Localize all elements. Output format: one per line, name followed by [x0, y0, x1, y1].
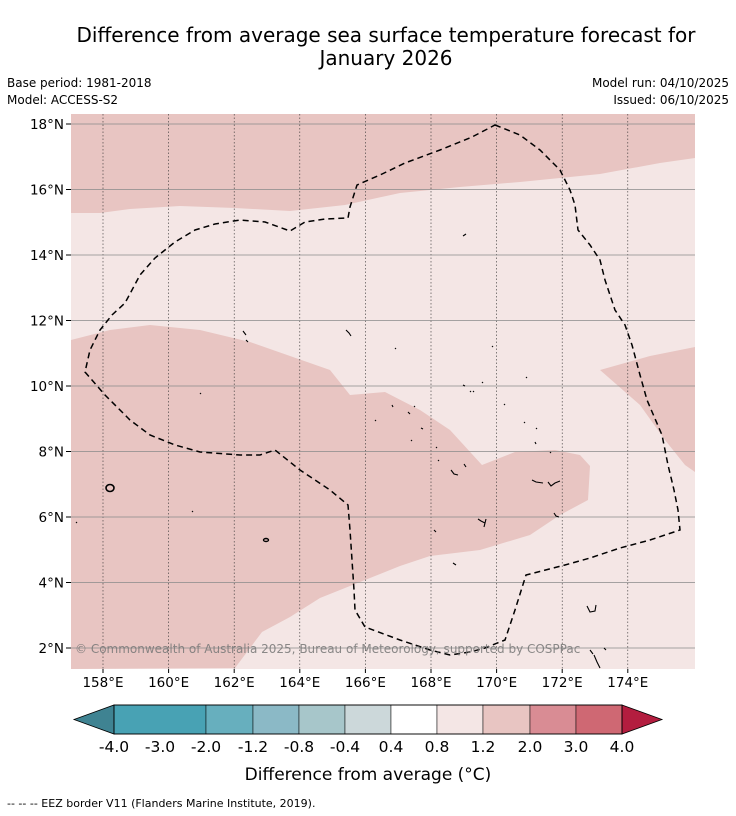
colorbar-extend-low [72, 704, 115, 735]
island [105, 483, 115, 493]
colorbar-tick-label: -0.8 [284, 738, 314, 756]
colorbar-tick-label: 0.4 [379, 738, 404, 756]
island [199, 392, 202, 395]
lat-tick-label: 18°N [30, 117, 64, 133]
colorbar-tick-label: -0.4 [330, 738, 360, 756]
lon-tick-label: 168°E [410, 675, 451, 691]
colorbar-segment [344, 704, 392, 735]
island [586, 604, 597, 613]
lon-tick-label: 174°E [607, 675, 648, 691]
island [491, 345, 494, 348]
lat-tick-label: 6°N [39, 510, 64, 526]
map-title-line-1: Difference from average sea surface temp… [76, 23, 696, 47]
island [477, 518, 487, 528]
island [462, 381, 484, 393]
anomaly-band-north-0-8-to-1-2 [71, 114, 695, 213]
lon-tick-label: 166°E [345, 675, 386, 691]
colorbar-segment [529, 704, 577, 735]
model-name: Model: ACCESS-S2 [7, 93, 119, 107]
island [433, 529, 457, 566]
island [391, 404, 416, 415]
island [589, 647, 607, 669]
anomaly-band-east-0-8-to-1-2 [600, 347, 695, 472]
colorbar-frame [113, 704, 623, 735]
colorbar-tick-label: -3.0 [145, 738, 175, 756]
colorbar-tick-label: 3.0 [564, 738, 589, 756]
anomaly-band-central-0-8-to-1-2 [71, 325, 590, 669]
issued-date: Issued: 06/10/2025 [613, 93, 729, 107]
colorbar-tick-label: 0.8 [425, 738, 450, 756]
lat-tick-label: 10°N [30, 379, 64, 395]
colorbar: -4.0 -3.0 -2.0 -1.2 -0.8 -0.4 0.4 0.8 1.2 2.0 3.0 4… [72, 704, 664, 756]
lat-tick-label: 12°N [30, 314, 64, 330]
coastline [75, 233, 607, 669]
latitude-labels: 18°N 16°N 14°N 12°N 10°N 8°N 6°N 4°N 2°N [30, 117, 71, 657]
colorbar-label: Difference from average (°C) [245, 765, 492, 785]
island [242, 330, 249, 343]
lat-tick-label: 4°N [39, 576, 64, 592]
island [549, 451, 560, 518]
colorbar-tick-label: -2.0 [191, 738, 221, 756]
lat-tick-label: 2°N [39, 641, 64, 657]
island [531, 479, 561, 487]
colorbar-tick-label: 1.2 [471, 738, 496, 756]
map-area: © Commonwealth of Australia 2025, Bureau… [71, 114, 695, 669]
colorbar-segment [298, 704, 346, 735]
island [450, 463, 467, 476]
colorbar-tick-label: -4.0 [99, 738, 129, 756]
map-copyright: © Commonwealth of Australia 2025, Bureau… [75, 642, 580, 656]
colorbar-segment [252, 704, 300, 735]
colorbar-extend-high [621, 704, 664, 735]
island [503, 376, 528, 406]
island [75, 510, 194, 524]
eez-legend-footnote: -- -- -- EEZ border V11 (Flanders Marine… [7, 797, 316, 810]
lat-tick-label: 8°N [39, 445, 64, 461]
island [462, 233, 467, 237]
colorbar-segment [482, 704, 531, 735]
lon-tick-label: 158°E [82, 675, 123, 691]
island [262, 537, 270, 543]
colorbar-segment [575, 704, 623, 735]
model-run-date: Model run: 04/10/2025 [591, 76, 729, 90]
island [345, 329, 352, 337]
base-period: Base period: 1981-2018 [7, 76, 152, 90]
lon-tick-label: 170°E [476, 675, 517, 691]
colorbar-segment [390, 704, 438, 735]
longitude-labels: 158°E 160°E 162°E 164°E 166°E 168°E 170°E 172°E… [82, 669, 648, 691]
colorbar-tick-label: 4.0 [610, 738, 635, 756]
map-title-line-2: January 2026 [319, 46, 453, 70]
map-graticule [71, 114, 695, 669]
colorbar-segment [205, 704, 254, 735]
lat-tick-label: 14°N [30, 248, 64, 264]
eez-border [84, 124, 681, 656]
colorbar-tick-label: -1.2 [238, 738, 268, 756]
lon-tick-label: 164°E [279, 675, 320, 691]
lon-tick-label: 160°E [148, 675, 189, 691]
island [394, 347, 397, 350]
lon-tick-label: 172°E [542, 675, 583, 691]
colorbar-segment [436, 704, 484, 735]
island [523, 421, 538, 445]
island [374, 419, 424, 442]
island [435, 446, 440, 462]
lat-tick-label: 16°N [30, 183, 64, 199]
colorbar-segment [113, 704, 207, 735]
lon-tick-label: 162°E [214, 675, 255, 691]
colorbar-tick-label: 2.0 [518, 738, 543, 756]
